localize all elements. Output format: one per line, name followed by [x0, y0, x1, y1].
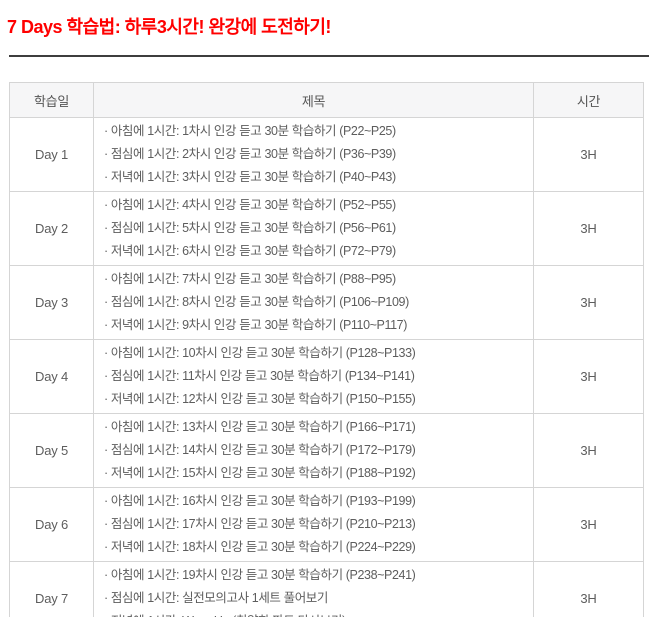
- table-row: Day 7 · 아침에 1시간: 19차시 인강 듣고 30분 학습하기 (P2…: [9, 561, 644, 617]
- table-row: Day 2 · 아침에 1시간: 4차시 인강 듣고 30분 학습하기 (P52…: [9, 191, 644, 266]
- header-cell-title: 제목: [93, 82, 534, 118]
- content-cell: · 아침에 1시간: 1차시 인강 듣고 30분 학습하기 (P22~P25) …: [93, 117, 534, 192]
- schedule-line: · 저녁에 1시간: 15차시 인강 듣고 30분 학습하기 (P188~P19…: [104, 466, 416, 480]
- time-cell: 3H: [533, 413, 644, 488]
- page-title: 7 Days 학습법: 하루3시간! 완강에 도전하기!: [7, 17, 331, 37]
- day-cell: Day 3: [9, 265, 94, 340]
- schedule-line: · 아침에 1시간: 1차시 인강 듣고 30분 학습하기 (P22~P25): [104, 124, 396, 138]
- schedule-line: · 저녁에 1시간: 3차시 인강 듣고 30분 학습하기 (P40~P43): [104, 170, 396, 184]
- table-row: Day 3 · 아침에 1시간: 7차시 인강 듣고 30분 학습하기 (P88…: [9, 265, 644, 340]
- time-cell: 3H: [533, 487, 644, 562]
- table-row: Day 5 · 아침에 1시간: 13차시 인강 듣고 30분 학습하기 (P1…: [9, 413, 644, 488]
- time-cell: 3H: [533, 117, 644, 192]
- time-cell: 3H: [533, 191, 644, 266]
- day-cell: Day 2: [9, 191, 94, 266]
- schedule-line: · 저녁에 1시간: 6차시 인강 듣고 30분 학습하기 (P72~P79): [104, 244, 396, 258]
- schedule-line: · 점심에 1시간: 17차시 인강 듣고 30분 학습하기 (P210~P21…: [104, 517, 416, 531]
- header-cell-day: 학습일: [9, 82, 94, 118]
- schedule-line: · 저녁에 1시간: Wrap-Up (취약한 파트 다시보기): [104, 610, 527, 617]
- schedule-line: · 저녁에 1시간: 9차시 인강 듣고 30분 학습하기 (P110~P117…: [104, 318, 407, 332]
- schedule-line: · 아침에 1시간: 4차시 인강 듣고 30분 학습하기 (P52~P55): [104, 198, 396, 212]
- table-header-row: 학습일 제목 시간: [9, 82, 644, 118]
- schedule-line: · 점심에 1시간: 5차시 인강 듣고 30분 학습하기 (P56~P61): [104, 221, 396, 235]
- schedule-line: · 아침에 1시간: 13차시 인강 듣고 30분 학습하기 (P166~P17…: [104, 420, 416, 434]
- schedule-line: · 저녁에 1시간: 12차시 인강 듣고 30분 학습하기 (P150~P15…: [104, 392, 416, 406]
- day-cell: Day 1: [9, 117, 94, 192]
- content-cell: · 아침에 1시간: 13차시 인강 듣고 30분 학습하기 (P166~P17…: [93, 413, 534, 488]
- time-cell: 3H: [533, 339, 644, 414]
- content-cell: · 아침에 1시간: 7차시 인강 듣고 30분 학습하기 (P88~P95) …: [93, 265, 534, 340]
- table-row: Day 1 · 아침에 1시간: 1차시 인강 듣고 30분 학습하기 (P22…: [9, 117, 644, 192]
- schedule-line: · 아침에 1시간: 10차시 인강 듣고 30분 학습하기 (P128~P13…: [104, 346, 416, 360]
- time-cell: 3H: [533, 265, 644, 340]
- schedule-line: · 점심에 1시간: 2차시 인강 듣고 30분 학습하기 (P36~P39): [104, 147, 396, 161]
- day-cell: Day 5: [9, 413, 94, 488]
- content-cell: · 아침에 1시간: 10차시 인강 듣고 30분 학습하기 (P128~P13…: [93, 339, 534, 414]
- study-schedule-table: 학습일 제목 시간 Day 1 · 아침에 1시간: 1차시 인강 듣고 30분…: [9, 82, 644, 617]
- schedule-line: · 점심에 1시간: 8차시 인강 듣고 30분 학습하기 (P106~P109…: [104, 295, 409, 309]
- schedule-line: · 아침에 1시간: 19차시 인강 듣고 30분 학습하기 (P238~P24…: [104, 568, 416, 582]
- title-divider: [9, 55, 649, 57]
- schedule-line: · 점심에 1시간: 실전모의고사 1세트 풀어보기: [104, 591, 329, 605]
- schedule-line: · 점심에 1시간: 14차시 인강 듣고 30분 학습하기 (P172~P17…: [104, 443, 416, 457]
- schedule-line: · 아침에 1시간: 16차시 인강 듣고 30분 학습하기 (P193~P19…: [104, 494, 416, 508]
- table-row: Day 4 · 아침에 1시간: 10차시 인강 듣고 30분 학습하기 (P1…: [9, 339, 644, 414]
- day-cell: Day 6: [9, 487, 94, 562]
- content-cell: · 아침에 1시간: 16차시 인강 듣고 30분 학습하기 (P193~P19…: [93, 487, 534, 562]
- day-cell: Day 4: [9, 339, 94, 414]
- time-cell: 3H: [533, 561, 644, 617]
- table-row: Day 6 · 아침에 1시간: 16차시 인강 듣고 30분 학습하기 (P1…: [9, 487, 644, 562]
- content-cell: · 아침에 1시간: 19차시 인강 듣고 30분 학습하기 (P238~P24…: [93, 561, 534, 617]
- day-cell: Day 7: [9, 561, 94, 617]
- schedule-line: · 저녁에 1시간: 18차시 인강 듣고 30분 학습하기 (P224~P22…: [104, 540, 416, 554]
- schedule-line: · 아침에 1시간: 7차시 인강 듣고 30분 학습하기 (P88~P95): [104, 272, 396, 286]
- content-cell: · 아침에 1시간: 4차시 인강 듣고 30분 학습하기 (P52~P55) …: [93, 191, 534, 266]
- schedule-line: · 점심에 1시간: 11차시 인강 듣고 30분 학습하기 (P134~P14…: [104, 369, 415, 383]
- header-cell-time: 시간: [533, 82, 644, 118]
